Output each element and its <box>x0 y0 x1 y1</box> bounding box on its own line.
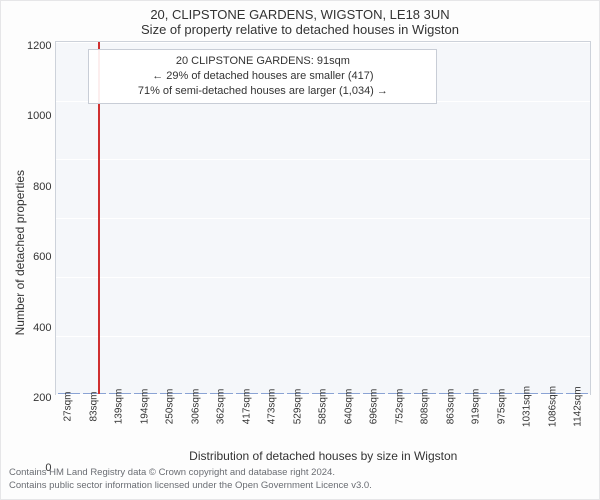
x-tick: 306sqm <box>183 395 209 447</box>
x-tick-label: 473sqm <box>267 389 278 425</box>
callout-box: 20 CLIPSTONE GARDENS: 91sqm← 29% of deta… <box>88 49 437 104</box>
x-tick: 585sqm <box>310 395 336 447</box>
callout-line: ← 29% of detached houses are smaller (41… <box>97 69 428 84</box>
x-tick: 27sqm <box>55 395 81 447</box>
x-tick-label: 1142sqm <box>573 387 584 427</box>
x-tick: 362sqm <box>208 395 234 447</box>
x-tick: 696sqm <box>361 395 387 447</box>
x-tick-label: 1086sqm <box>547 386 558 427</box>
x-tick-label: 585sqm <box>318 389 329 425</box>
x-tick-label: 27sqm <box>63 392 74 422</box>
x-tick: 250sqm <box>157 395 183 447</box>
chart-body: Number of detached properties 1200100080… <box>9 41 591 463</box>
x-tick: 752sqm <box>387 395 413 447</box>
x-tick: 919sqm <box>463 395 489 447</box>
x-tick: 529sqm <box>285 395 311 447</box>
x-tick-label: 362sqm <box>216 389 227 425</box>
x-tick: 139sqm <box>106 395 132 447</box>
x-tick-label: 83sqm <box>88 392 99 422</box>
attribution-footer: Contains HM Land Registry data © Crown c… <box>9 467 591 495</box>
x-tick: 640sqm <box>336 395 362 447</box>
plot-area: 20 CLIPSTONE GARDENS: 91sqm← 29% of deta… <box>55 41 591 395</box>
x-tick-label: 919sqm <box>471 389 482 425</box>
footer-line-2: Contains public sector information licen… <box>9 480 591 493</box>
x-tick-label: 696sqm <box>369 389 380 425</box>
x-tick-label: 640sqm <box>343 389 354 425</box>
x-tick-label: 752sqm <box>394 389 405 425</box>
x-tick-label: 1031sqm <box>522 386 533 427</box>
x-tick: 417sqm <box>234 395 260 447</box>
x-tick-label: 139sqm <box>114 389 125 425</box>
x-tick: 194sqm <box>132 395 158 447</box>
x-tick-label: 808sqm <box>420 389 431 425</box>
x-tick: 975sqm <box>489 395 515 447</box>
y-axis-label: Number of detached properties <box>9 41 27 463</box>
x-tick-label: 306sqm <box>190 389 201 425</box>
chart-container: 20, CLIPSTONE GARDENS, WIGSTON, LE18 3UN… <box>0 0 600 500</box>
title-main: 20, CLIPSTONE GARDENS, WIGSTON, LE18 3UN <box>9 7 591 22</box>
callout-line: 71% of semi-detached houses are larger (… <box>97 84 428 99</box>
x-tick: 808sqm <box>412 395 438 447</box>
x-tick: 1142sqm <box>565 395 591 447</box>
x-tick-label: 194sqm <box>139 389 150 425</box>
x-tick: 1086sqm <box>540 395 566 447</box>
footer-line-1: Contains HM Land Registry data © Crown c… <box>9 467 591 480</box>
plot-column: 20 CLIPSTONE GARDENS: 91sqm← 29% of deta… <box>55 41 591 463</box>
x-axis-label: Distribution of detached houses by size … <box>55 449 591 463</box>
y-axis-ticks: 120010008006004002000 <box>27 41 55 463</box>
x-tick-label: 417sqm <box>241 389 252 425</box>
x-tick-label: 863sqm <box>445 389 456 425</box>
title-sub: Size of property relative to detached ho… <box>9 22 591 37</box>
x-tick: 1031sqm <box>514 395 540 447</box>
callout-line: 20 CLIPSTONE GARDENS: 91sqm <box>97 54 428 69</box>
x-tick: 863sqm <box>438 395 464 447</box>
x-tick-label: 250sqm <box>165 389 176 425</box>
x-axis-ticks: 27sqm 83sqm 139sqm194sqm250sqm306sqm362sqm… <box>55 395 591 447</box>
x-tick: 473sqm <box>259 395 285 447</box>
x-tick-label: 975sqm <box>496 389 507 425</box>
x-tick: 83sqm <box>81 395 107 447</box>
x-tick-label: 529sqm <box>292 389 303 425</box>
